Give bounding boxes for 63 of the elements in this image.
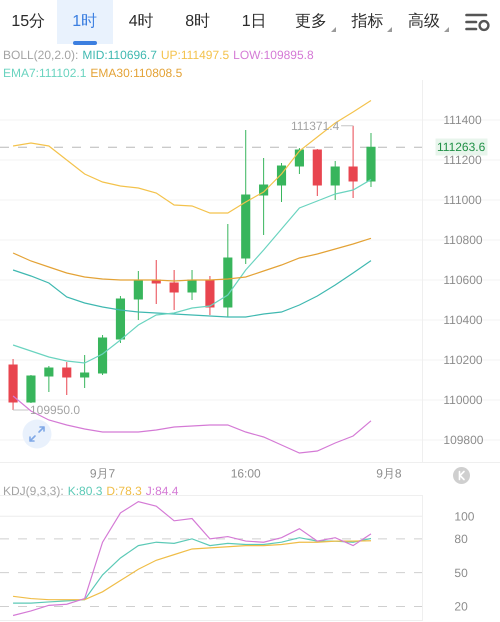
line-series	[12, 260, 372, 318]
candlestick	[116, 296, 126, 344]
y-tick-label: 110600	[443, 273, 483, 288]
legend-title: BOLL(20,2.0):	[3, 47, 78, 64]
candlestick	[80, 354, 90, 388]
y-tick-label: 100	[454, 509, 475, 524]
line-series	[12, 178, 372, 364]
candlestick	[44, 366, 54, 392]
candlestick	[348, 125, 358, 198]
candlestick	[366, 132, 376, 188]
text: 1日	[242, 13, 267, 31]
candlestick	[276, 162, 286, 202]
text: 高级	[408, 13, 440, 31]
text: LOW:109895.8	[233, 47, 314, 64]
candlestick	[294, 148, 304, 174]
y-tick-label: 111000	[443, 193, 482, 208]
text: MID:110696.7	[82, 47, 157, 64]
candlestick	[241, 130, 250, 264]
candlestick	[330, 160, 340, 200]
candlestick	[223, 224, 232, 318]
y-tick-label: 50	[454, 566, 468, 580]
text: 111263.6	[437, 140, 486, 154]
y-tick-label: 110200	[443, 353, 483, 368]
candlestick	[62, 362, 72, 396]
candlestick	[134, 270, 143, 320]
text: 1时	[72, 13, 98, 31]
y-tick-label: 20	[454, 600, 468, 614]
text: EMA30:110808.5	[90, 65, 182, 82]
candlestick	[98, 334, 108, 376]
text: 指标	[351, 13, 384, 31]
x-tick-label: 9月8	[376, 466, 402, 480]
y-tick-label: 109800	[443, 433, 484, 448]
text: 15分	[11, 13, 46, 31]
candlestick	[259, 158, 268, 236]
text: 4时	[128, 13, 154, 31]
candlestick	[26, 374, 36, 404]
annotation: 109950.0	[30, 403, 80, 417]
candlestick	[205, 276, 214, 316]
x-tick-label: 16:00	[230, 466, 262, 480]
x-tick-label: 9月7	[90, 466, 116, 480]
legend-title: KDJ(9,3,3):	[3, 483, 64, 500]
candlestick	[8, 358, 18, 410]
text: UP:111497.5	[160, 47, 230, 64]
y-tick-label: 110800	[443, 233, 483, 248]
line-series	[12, 395, 372, 454]
candlestick	[170, 270, 179, 310]
text: EMA7:111102.1	[3, 65, 86, 82]
text: 更多	[294, 13, 327, 31]
text: D:78.3	[106, 483, 142, 500]
candlestick	[187, 270, 197, 300]
line-series	[12, 100, 372, 214]
text: 8时	[185, 13, 210, 31]
y-tick-label: 80	[454, 532, 468, 546]
line-series	[12, 238, 372, 282]
y-tick-label: 111400	[443, 113, 482, 128]
candlestick	[312, 148, 322, 196]
line-series	[12, 501, 372, 616]
y-tick-label: 111200	[443, 153, 482, 168]
y-tick-label: 110400	[443, 313, 483, 328]
text: K:80.3	[68, 483, 102, 500]
y-tick-label: 110000	[443, 393, 483, 408]
series-label: J:84.4	[146, 483, 178, 500]
candlestick	[152, 260, 161, 304]
